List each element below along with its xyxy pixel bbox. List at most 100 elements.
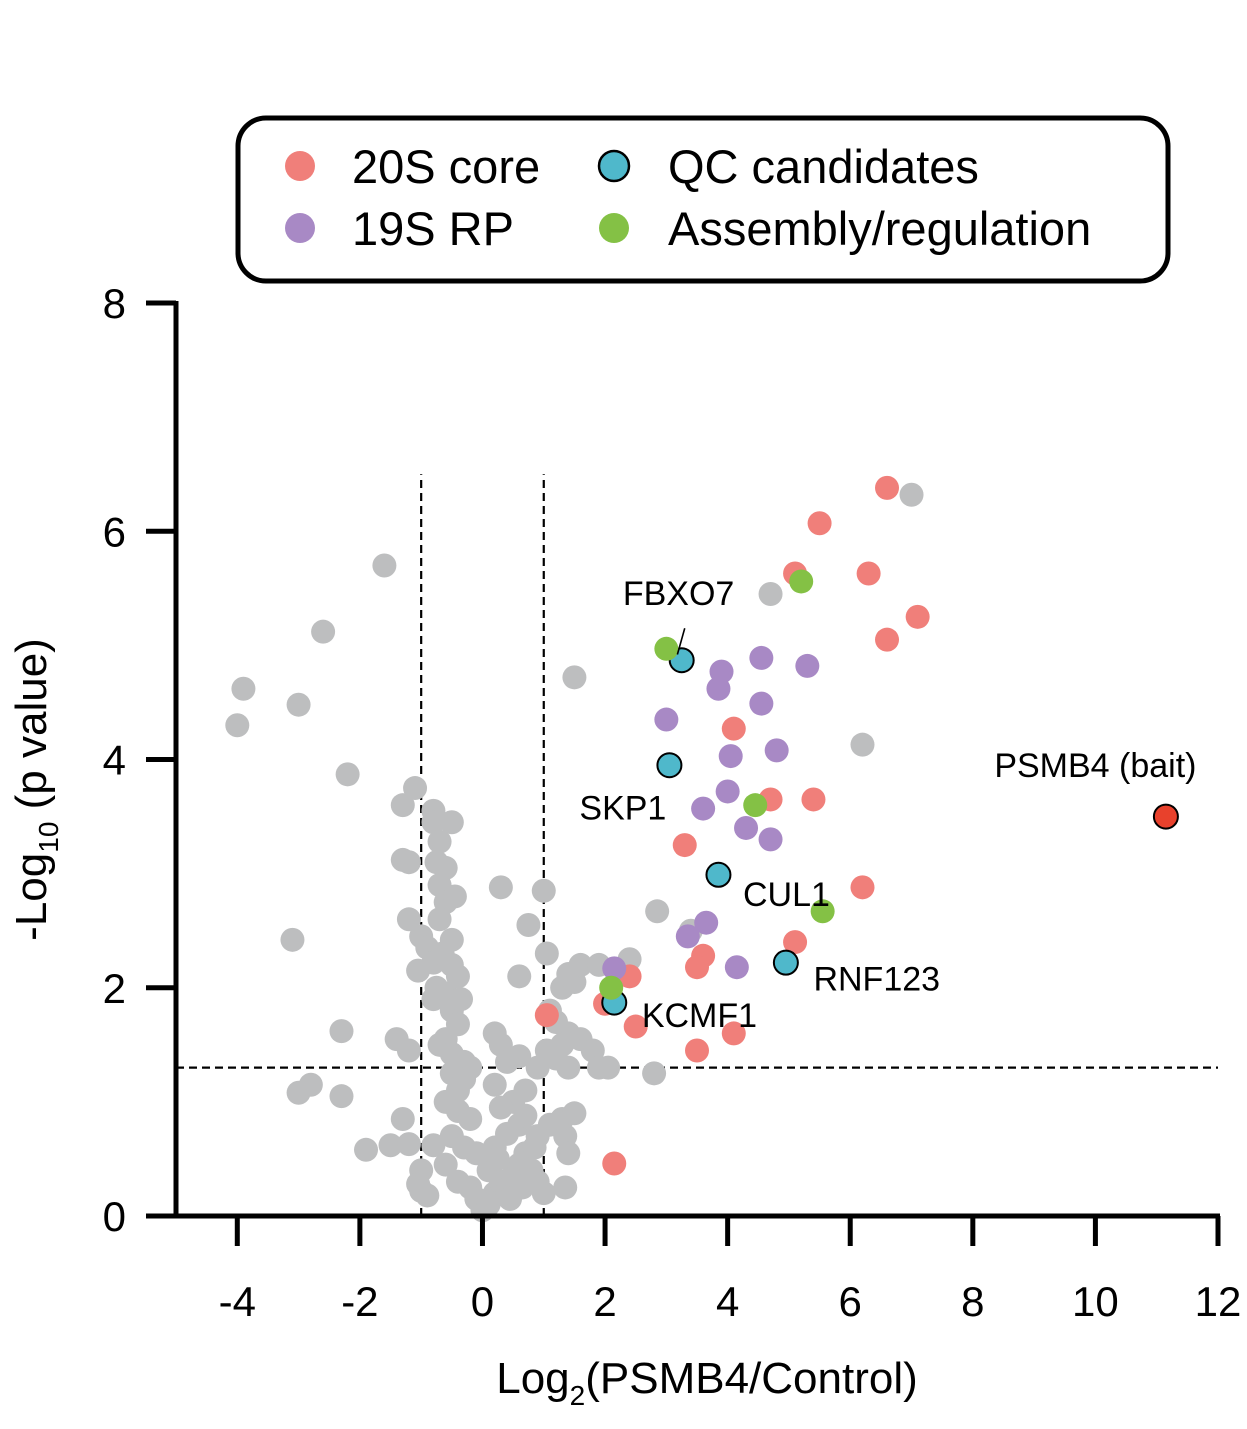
point-gray-126	[562, 1101, 587, 1126]
point-core-9	[672, 833, 697, 858]
point-gray-118	[556, 1055, 581, 1080]
point-gray-102	[531, 878, 556, 903]
point-assembly-3	[810, 899, 835, 924]
x-tick-label-5: 6	[839, 1278, 862, 1325]
point-core-18	[685, 1038, 709, 1063]
threshold-lines	[176, 474, 1218, 1216]
annotation-rnf123: RNF123	[813, 961, 940, 999]
point-rp-3	[706, 676, 731, 701]
point-gray-65	[433, 1152, 458, 1177]
point-core-13	[685, 955, 709, 980]
legend: 20S core QC candidates 19S RP Assembly/regu…	[235, 115, 1171, 284]
x-tick-label-7: 10	[1072, 1278, 1119, 1325]
point-gray-42	[421, 810, 446, 835]
point-rp-12	[694, 910, 719, 935]
point-gray-131	[850, 732, 875, 757]
legend-label-core: 20S core	[352, 140, 540, 193]
y-tick-label-3: 6	[103, 508, 126, 555]
x-tick-label-0: -4	[219, 1278, 256, 1325]
x-axis-label: Log2(PSMB4/Control)	[496, 1354, 918, 1411]
point-gray-61	[458, 1106, 483, 1131]
point-assembly-4	[599, 975, 624, 1000]
point-gray-120	[596, 1055, 621, 1080]
y-tick-label-4: 8	[103, 280, 126, 327]
y-axis-label-subscript: 10	[33, 822, 64, 853]
point-gray-16	[390, 1106, 415, 1131]
point-gray-2	[286, 692, 311, 717]
point-gray-99	[507, 964, 532, 989]
y-tick-label-1: 2	[103, 965, 126, 1012]
legend-marker-qc	[597, 149, 631, 183]
point-gray-3	[311, 619, 336, 644]
point-gray-107	[568, 952, 593, 977]
annotation-kcmf1: KCMF1	[642, 997, 757, 1035]
y-axis-label: -Log10 (p value)	[7, 638, 64, 941]
point-gray-43	[427, 829, 452, 854]
point-assembly-0	[654, 636, 679, 661]
point-gray-129	[553, 1175, 578, 1200]
axes: -4 -2 0 2 4 6 8 10 1202468Log2(PSMB4/Control)-Lo…	[7, 280, 1241, 1411]
point-rp-8	[715, 779, 740, 804]
point-rp-5	[654, 707, 679, 732]
point-gray-9	[396, 1132, 421, 1157]
point-qc-2	[705, 861, 732, 888]
point-qc-3	[772, 949, 799, 976]
point-gray-132	[758, 582, 783, 607]
point-rp-6	[718, 744, 743, 769]
point-gray-133	[899, 482, 924, 507]
point-core-4	[905, 604, 930, 629]
legend-box	[235, 115, 1171, 284]
point-rp-15	[602, 956, 627, 981]
x-tick-label-1: -2	[341, 1278, 378, 1325]
annotation-skp1: SKP1	[579, 789, 666, 827]
point-core-17	[534, 1003, 559, 1028]
point-annotations: FBXO7 SKP1 CUL1 RNF123 KCMF1 PSMB4 (bait)	[579, 575, 1196, 1035]
point-gray-84	[488, 1095, 513, 1120]
point-gray-100	[516, 912, 541, 937]
point-core-5	[875, 627, 900, 652]
point-gray-128	[556, 1141, 581, 1166]
point-gray-26	[396, 907, 421, 932]
point-core-6	[721, 716, 746, 741]
y-axis-label-prefix: -Log	[7, 853, 56, 941]
point-rp-1	[749, 645, 774, 670]
annotation-cul1: CUL1	[743, 876, 830, 914]
point-rp-7	[764, 738, 789, 763]
point-gray-13	[329, 1019, 354, 1044]
point-core-2	[856, 561, 881, 586]
point-rp-10	[734, 815, 759, 840]
y-tick-label-0: 0	[103, 1193, 126, 1240]
point-gray-122	[645, 899, 670, 924]
point-gray-101	[488, 875, 513, 900]
x-tick-label-3: 2	[593, 1278, 616, 1325]
point-core-10	[850, 875, 875, 900]
point-gray-21	[415, 1183, 440, 1208]
x-axis-label-prefix: Log	[496, 1354, 569, 1403]
point-assembly-2	[743, 793, 768, 818]
point-assembly-1	[789, 569, 814, 594]
point-rp-9	[691, 796, 716, 821]
legend-marker-core	[285, 151, 315, 181]
point-gray-0	[225, 713, 250, 738]
legend-label-assembly: Assembly/regulation	[668, 202, 1091, 255]
point-gray-8	[378, 1133, 403, 1158]
point-gray-85	[513, 1103, 538, 1128]
point-gray-93	[513, 1078, 538, 1103]
point-gray-130	[562, 665, 587, 690]
legend-label-rp: 19S RP	[352, 202, 514, 255]
point-bait-0	[1152, 803, 1179, 830]
x-axis-label-subscript: 2	[570, 1380, 586, 1411]
point-rp-14	[724, 955, 749, 980]
y-axis-label-suffix: (p value)	[7, 638, 56, 821]
x-tick-label-6: 8	[961, 1278, 984, 1325]
point-qc-1	[656, 752, 683, 779]
point-gray-23	[396, 850, 421, 875]
point-gray-24	[390, 793, 415, 818]
point-gray-4	[372, 553, 397, 578]
annotation-leader-0	[676, 628, 686, 655]
point-gray-7	[354, 1137, 379, 1162]
point-core-8	[801, 787, 826, 812]
x-axis-label-suffix: (PSMB4/Control)	[585, 1354, 918, 1403]
point-gray-89	[510, 1175, 535, 1200]
